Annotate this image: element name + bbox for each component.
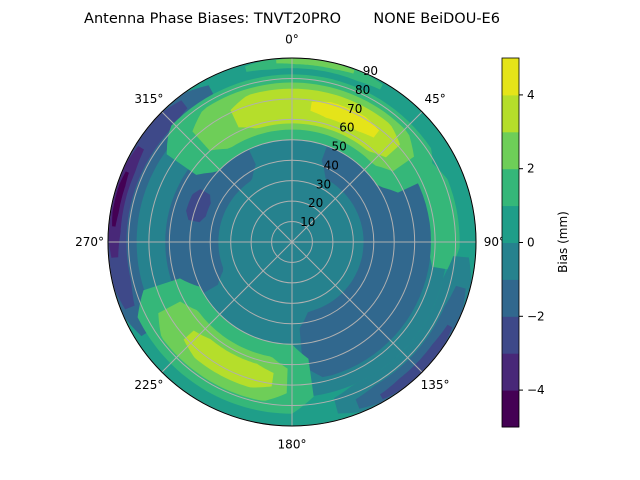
angular-tick-label: 180° [278,437,307,451]
angular-gridline [161,241,293,373]
colorbar-band [502,242,519,280]
colorbar-band [502,58,519,96]
colorbar-band [502,205,519,243]
contour-region-2 [415,161,460,270]
colorbar-band [502,316,519,354]
colorbar-band [502,94,519,133]
radial-tick-label: 10 [300,215,315,229]
colorbar-band [502,279,519,317]
radial-tick-label: 90 [363,64,378,78]
angular-tick-label: 45° [424,92,445,106]
angular-tick-label: 0° [285,33,299,47]
contour-region-16 [230,88,401,158]
radial-tick-label: 30 [316,177,331,191]
angular-tick-label: 135° [421,378,450,392]
angular-tick-label: 315° [134,92,163,106]
contour-region-10 [112,171,129,227]
radial-tick-label: 40 [324,158,339,172]
contour-region-13 [380,324,453,400]
polar-frame [107,57,477,427]
colorbar-tick-label: 4 [527,88,535,102]
radial-tick-label: 50 [331,140,346,154]
contour-region-17 [310,101,380,138]
radial-tick-label: 80 [355,83,370,97]
angular-tick-labels: 0° 45° 90° 135° 180° 225° 270° 315° [75,33,505,452]
radial-tick-label: 60 [339,121,354,135]
contour-region-19 [276,58,355,74]
colorbar-band [502,168,519,207]
colorbar-tick-label: −2 [527,309,545,323]
colorbar-band [502,390,519,428]
radial-tick-labels: 10 20 30 40 50 60 70 80 90 [300,64,378,229]
colorbar-band [502,353,519,391]
chart-title: Antenna Phase Biases: TNVT20PRO NONE Bei… [84,11,500,27]
angular-gridline [291,111,423,243]
angular-gridline [291,241,423,373]
colorbar-tick-label: 2 [527,162,535,176]
colorbar-label: Bias (mm) [556,211,570,273]
contour-region-9 [108,146,144,258]
contour-region-5 [186,189,211,223]
angular-tick-label: 270° [75,235,104,249]
colorbar-band [502,131,519,170]
contour-region-18 [245,58,383,90]
radial-tick-label: 70 [347,102,362,116]
colorbar-tick-label: 0 [527,236,535,250]
angular-tick-label: 225° [134,378,163,392]
angular-gridline [161,111,293,243]
radial-tick-label: 20 [308,196,323,210]
contour-region-12 [355,285,466,409]
colorbar: −4 −2 0 2 4 [501,57,545,428]
polar-grid [107,57,477,427]
angular-tick-label: 90° [484,235,505,249]
colorbar-tick-label: −4 [527,383,545,397]
contour-region-22 [183,330,274,388]
